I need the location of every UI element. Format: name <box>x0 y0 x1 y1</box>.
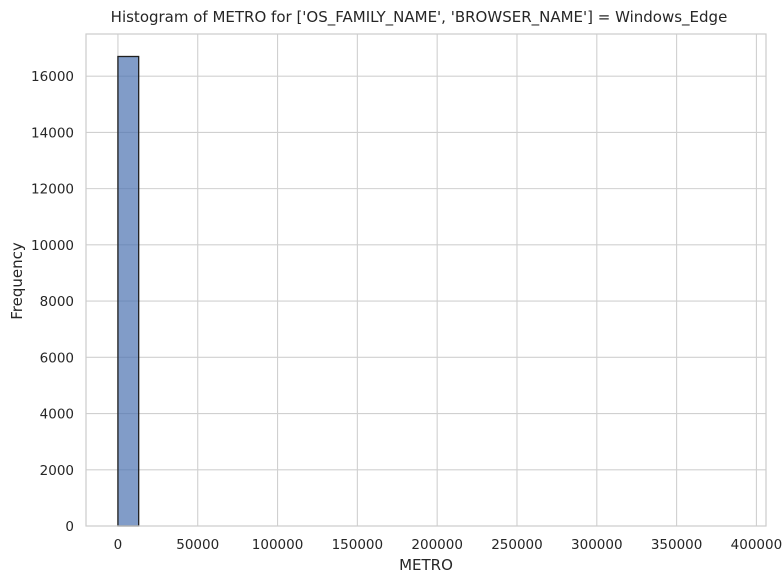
x-tick-label: 100000 <box>252 537 304 553</box>
y-tick-label: 12000 <box>31 182 74 198</box>
x-tick-label: 300000 <box>571 537 623 553</box>
x-tick-label: 400000 <box>731 537 782 553</box>
bars-layer <box>117 55 140 527</box>
y-ticks: 0 2000 4000 6000 8000 10000 12000 14000 16000 <box>31 69 74 535</box>
histogram-bar <box>117 55 140 527</box>
y-tick-label: 4000 <box>40 407 74 423</box>
grid-layer <box>86 34 766 527</box>
x-tick-label: 250000 <box>491 537 543 553</box>
chart-title: Histogram of METRO for ['OS_FAMILY_NAME'… <box>111 8 728 27</box>
x-ticks: 0 50000 100000 150000 200000 250000 300000 3500… <box>114 537 782 553</box>
y-tick-label: 0 <box>65 519 74 535</box>
y-tick-label: 8000 <box>40 294 74 310</box>
y-axis-label: Frequency <box>8 242 26 320</box>
plot-frame <box>85 33 767 527</box>
x-tick-label: 150000 <box>332 537 384 553</box>
y-tick-label: 2000 <box>40 463 74 479</box>
x-tick-label: 200000 <box>411 537 463 553</box>
y-tick-label: 6000 <box>40 350 74 366</box>
x-tick-label: 50000 <box>176 537 219 553</box>
y-tick-label: 14000 <box>31 125 74 141</box>
y-tick-label: 16000 <box>31 69 74 85</box>
x-axis-label: METRO <box>399 556 453 574</box>
x-tick-label: 350000 <box>651 537 703 553</box>
y-tick-label: 10000 <box>31 238 74 254</box>
x-tick-label: 0 <box>114 537 123 553</box>
